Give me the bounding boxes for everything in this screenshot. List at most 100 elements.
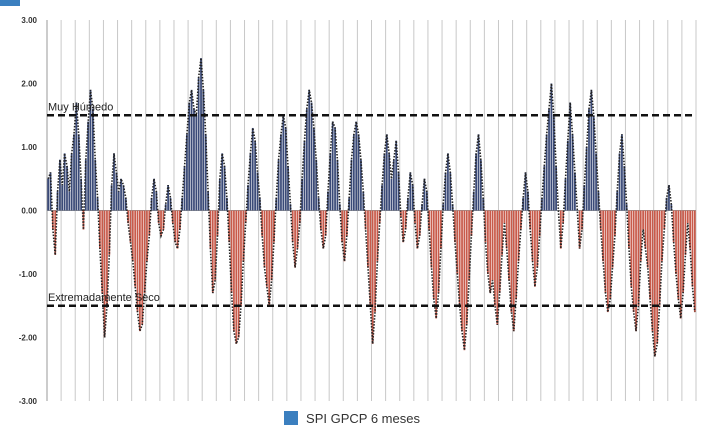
bar: [89, 89, 92, 211]
bar: [515, 210, 517, 300]
bar: [113, 153, 115, 211]
bar: [526, 191, 529, 211]
bar: [550, 83, 553, 211]
bar: [280, 134, 282, 211]
bar: [390, 178, 393, 211]
bar: [599, 210, 602, 230]
bar: [559, 210, 562, 249]
bar: [574, 172, 576, 211]
bar: [383, 153, 386, 211]
bar: [331, 121, 334, 211]
bar: [501, 210, 503, 255]
bar: [374, 210, 376, 313]
bar: [439, 210, 442, 249]
bar: [345, 210, 348, 236]
bar: [360, 159, 362, 211]
y-tick-label: 1.00: [21, 143, 37, 152]
bar: [653, 210, 656, 357]
bar: [348, 197, 351, 211]
bar: [77, 134, 80, 211]
bar: [223, 166, 226, 211]
bar: [174, 210, 177, 243]
bar: [284, 127, 287, 211]
bar: [635, 210, 637, 332]
bar: [566, 140, 569, 211]
bar: [296, 210, 299, 249]
bar: [99, 210, 101, 249]
bar: [454, 210, 456, 243]
bar: [310, 102, 313, 211]
bar: [230, 210, 233, 294]
bar: [247, 185, 249, 211]
bar: [120, 178, 122, 211]
y-tick-label: 3.00: [21, 16, 37, 25]
bar: [176, 210, 179, 249]
bar: [96, 197, 99, 211]
legend-label: SPI GPCP 6 meses: [306, 411, 420, 426]
bar: [385, 134, 388, 211]
bar: [73, 134, 75, 211]
bar: [621, 134, 623, 211]
bar: [444, 172, 447, 211]
bar: [167, 185, 169, 211]
bar: [656, 210, 659, 344]
bar: [522, 197, 525, 211]
bar: [644, 210, 647, 249]
bar: [418, 210, 421, 236]
bar: [451, 204, 454, 211]
bar: [317, 197, 320, 211]
bar: [70, 153, 73, 211]
bar: [143, 210, 146, 294]
bar: [503, 210, 506, 224]
bar: [564, 178, 567, 211]
bar: [484, 210, 487, 243]
bar: [242, 210, 245, 262]
bar: [320, 210, 322, 230]
axes: [46, 20, 696, 401]
bar: [108, 210, 111, 255]
bar: [637, 210, 640, 306]
bar: [289, 204, 292, 211]
bar: [249, 153, 252, 211]
bar: [59, 159, 61, 211]
bar: [571, 134, 574, 211]
bar: [590, 89, 593, 211]
bar: [543, 166, 546, 211]
bar: [658, 210, 661, 306]
bar: [693, 210, 696, 313]
bar: [534, 210, 536, 287]
y-tick-label: -2.00: [19, 334, 38, 343]
bar: [475, 153, 478, 211]
y-tick-labels: -3.00 -2.00 -1.00 0.00 1.00 2.00 3.00: [19, 16, 38, 405]
reference-line-label: Muy Húmedo: [48, 101, 113, 113]
bar: [233, 210, 235, 332]
bar: [277, 159, 280, 211]
bar: [623, 166, 626, 211]
bar: [273, 210, 275, 243]
bar: [510, 210, 513, 313]
bar: [465, 210, 468, 325]
bar: [409, 172, 412, 211]
bar: [585, 147, 588, 211]
bar: [505, 210, 508, 249]
bar: [423, 178, 426, 211]
bar: [226, 197, 228, 211]
bar: [127, 210, 130, 224]
bar: [237, 210, 240, 338]
bar: [388, 153, 391, 211]
bar: [228, 210, 231, 243]
bar: [47, 178, 50, 211]
bar: [84, 159, 87, 211]
bar: [329, 153, 332, 211]
bar: [376, 210, 379, 262]
bar: [628, 210, 630, 249]
bar: [536, 210, 539, 268]
bar: [604, 210, 607, 294]
bar: [672, 210, 675, 243]
bar: [682, 210, 684, 294]
bar: [61, 185, 64, 211]
bar: [463, 210, 466, 351]
bar: [531, 210, 534, 262]
reference-lines: Muy Húmedo Extremadamente Seco: [47, 101, 696, 307]
bar: [576, 210, 579, 211]
